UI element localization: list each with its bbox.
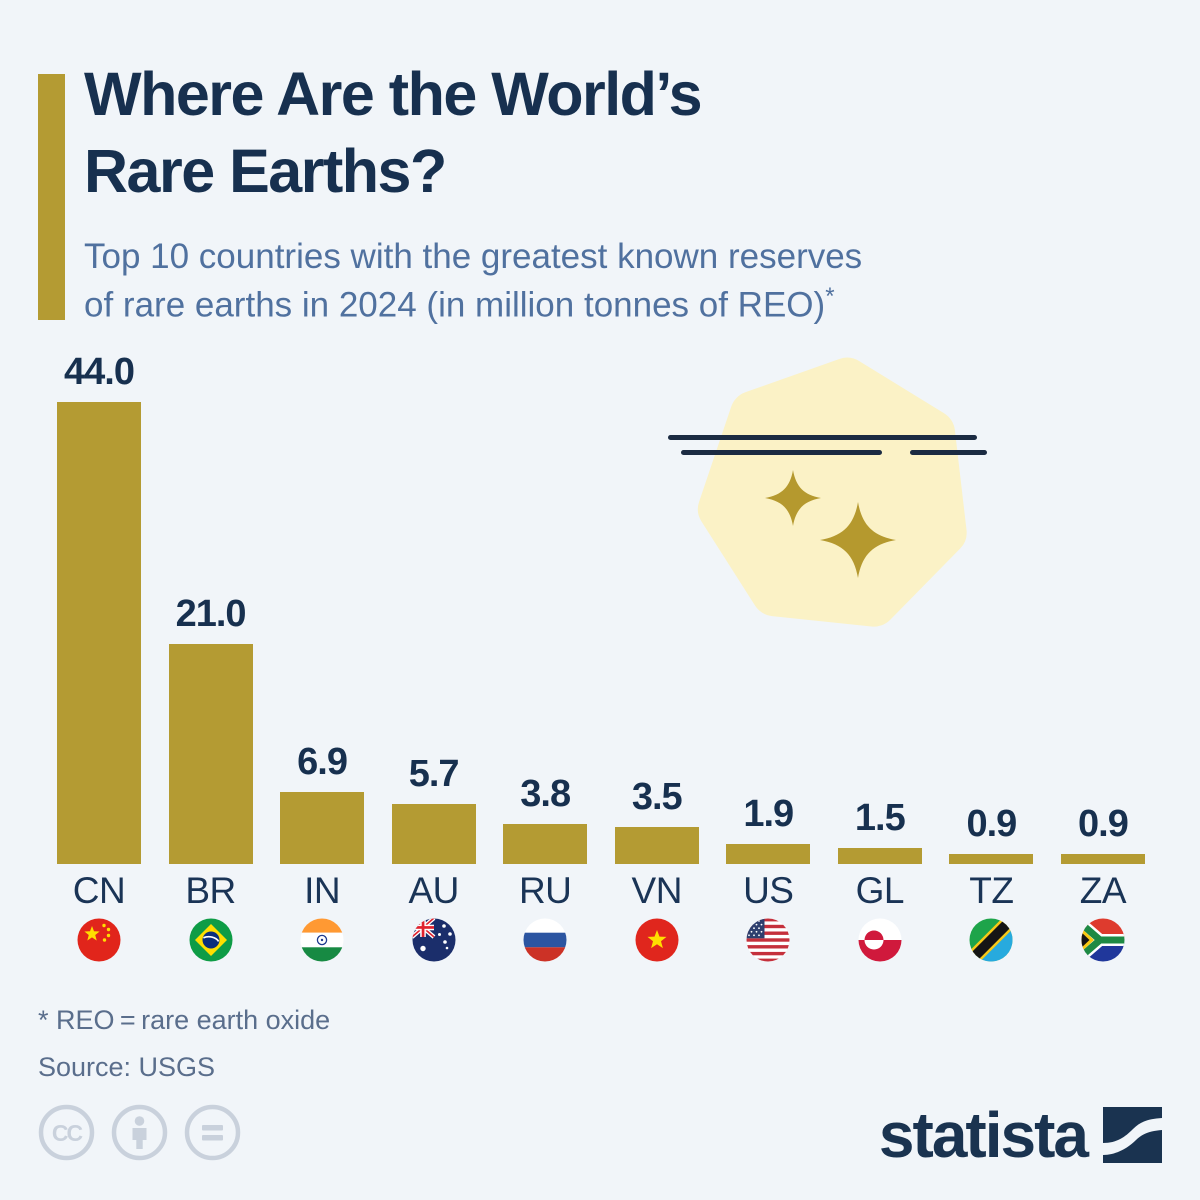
svg-text:CC: CC bbox=[52, 1120, 83, 1146]
bar-au bbox=[391, 804, 476, 864]
bar-column-us: 1.9 US bbox=[726, 793, 811, 962]
bar-za bbox=[1060, 854, 1145, 864]
bar-cn bbox=[57, 402, 141, 864]
footnote-asterisk: * bbox=[825, 282, 835, 310]
bar-column-za: 0.9 ZA bbox=[1060, 803, 1145, 962]
bar-category-label: RU bbox=[518, 870, 572, 911]
bar-column-cn: 44.0 CN bbox=[57, 351, 141, 962]
bar-value-label: 44.0 bbox=[64, 351, 135, 393]
bar-tz bbox=[949, 854, 1034, 864]
tanzania-flag-icon bbox=[969, 918, 1013, 962]
bar-column-tz: 0.9 TZ bbox=[949, 803, 1034, 962]
bar-column-in: 6.9 IN bbox=[280, 740, 365, 962]
statista-mark-icon bbox=[1103, 1107, 1162, 1163]
bar-value-label: 1.5 bbox=[854, 797, 906, 840]
greenland-flag-icon bbox=[858, 918, 902, 962]
page-title: Where Are the World’s Rare Earths? bbox=[84, 56, 703, 211]
page-subtitle-line2: of rare earths in 2024 (in million tonne… bbox=[84, 282, 835, 325]
bar-br bbox=[168, 643, 253, 864]
no-derivatives-equals-icon[interactable] bbox=[184, 1104, 241, 1161]
bar-us bbox=[726, 844, 811, 864]
china-flag-icon bbox=[77, 918, 121, 962]
attribution-person-icon[interactable] bbox=[111, 1104, 168, 1161]
russia-flag-icon bbox=[523, 918, 567, 962]
footnotes: * REO = rare earth oxide Source: USGS bbox=[38, 1000, 330, 1093]
bar-column-gl: 1.5 GL bbox=[837, 797, 922, 962]
bar-gl bbox=[837, 848, 922, 864]
page-title-line1: Where Are the World’s bbox=[84, 60, 703, 128]
vietnam-flag-icon bbox=[635, 918, 679, 962]
bar-value-label: 5.7 bbox=[408, 753, 460, 796]
bar-category-label: GL bbox=[855, 870, 905, 911]
bar-category-label: US bbox=[743, 870, 794, 911]
south-africa-flag-icon bbox=[1081, 918, 1125, 962]
bar-column-ru: 3.8 RU bbox=[503, 773, 588, 962]
footnote-source: Source: USGS bbox=[38, 1051, 216, 1082]
sparkle-small-icon bbox=[765, 470, 821, 526]
bar-value-label: 0.9 bbox=[966, 803, 1017, 845]
bar-category-label: BR bbox=[185, 870, 236, 911]
bar-in bbox=[280, 791, 365, 864]
bar-category-label: CN bbox=[72, 870, 126, 911]
bar-category-label: VN bbox=[631, 870, 683, 911]
page-subtitle-line1: Top 10 countries with the greatest known… bbox=[84, 237, 863, 276]
bar-value-label: 21.0 bbox=[175, 592, 247, 635]
title-accent-bar bbox=[38, 74, 65, 320]
bar-ru bbox=[503, 824, 588, 864]
footnote-definition: * REO = rare earth oxide bbox=[38, 1005, 331, 1035]
bar-category-label: ZA bbox=[1079, 870, 1127, 911]
bar-vn bbox=[614, 827, 699, 864]
bar-category-label: AU bbox=[408, 870, 459, 911]
cc-icon[interactable]: CC bbox=[38, 1104, 95, 1161]
bar-category-label: IN bbox=[304, 870, 341, 911]
page-title-line2: Rare Earths? bbox=[84, 137, 447, 206]
bar-column-au: 5.7 AU bbox=[391, 753, 476, 962]
united-states-flag-icon bbox=[746, 918, 790, 962]
license-badges: CC bbox=[38, 1104, 241, 1161]
bar-value-label: 6.9 bbox=[297, 740, 348, 783]
bar-value-label: 3.8 bbox=[520, 773, 571, 816]
bar-chart: 44.0 CN 21.0 B bbox=[57, 347, 1145, 962]
australia-flag-icon bbox=[412, 918, 456, 962]
brazil-flag-icon bbox=[189, 918, 233, 962]
india-flag-icon bbox=[300, 918, 344, 962]
statista-logo[interactable]: statista bbox=[879, 1098, 1162, 1172]
bar-value-label: 1.9 bbox=[743, 793, 794, 836]
bar-column-br: 21.0 BR bbox=[168, 592, 253, 963]
bar-column-vn: 3.5 VN bbox=[614, 776, 699, 962]
decor-line-bottom-right bbox=[910, 450, 987, 455]
gem-illustration bbox=[660, 340, 1000, 650]
bar-category-label: TZ bbox=[969, 870, 1014, 911]
decor-line-bottom-left bbox=[681, 450, 882, 455]
decor-line-top bbox=[668, 435, 977, 440]
statista-wordmark: statista bbox=[878, 1099, 1089, 1171]
bar-value-label: 3.5 bbox=[631, 776, 683, 819]
sparkle-large-icon bbox=[820, 502, 896, 578]
bar-value-label: 0.9 bbox=[1078, 803, 1129, 845]
page-subtitle: Top 10 countries with the greatest known… bbox=[84, 234, 862, 329]
